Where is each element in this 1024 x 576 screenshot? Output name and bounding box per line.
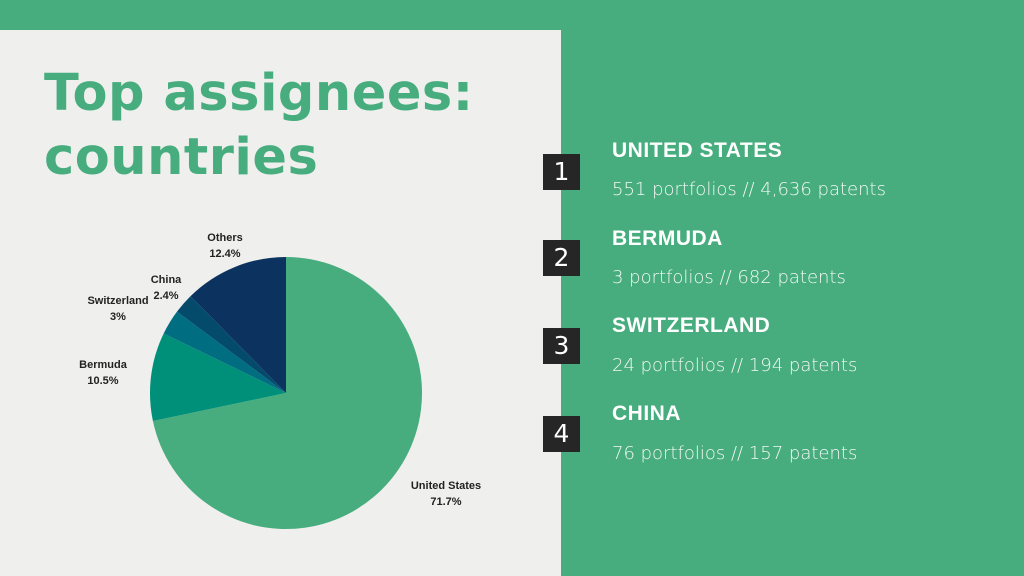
- slice-label-value: 71.7%: [430, 496, 461, 508]
- title-line-2: countries: [44, 128, 319, 187]
- rank-country-1: UNITED STATES: [612, 139, 783, 162]
- rank-country-3: SWITZERLAND: [612, 314, 771, 337]
- title-line-1: Top assignees:: [44, 64, 474, 123]
- slice-label-name: Others: [207, 232, 242, 244]
- slice-label-value: 2.4%: [153, 290, 178, 302]
- rank-country-2: BERMUDA: [612, 227, 723, 250]
- pie-slice-others: [190, 257, 286, 393]
- pie-slice-switzerland: [163, 311, 286, 393]
- rank-number-1: 1: [543, 154, 580, 190]
- slice-label-value: 12.4%: [209, 248, 240, 260]
- slice-label-name: China: [151, 274, 182, 286]
- slice-label-value: 3%: [110, 311, 126, 323]
- rank-detail-4: 76 portfolios // 157 patents: [612, 443, 858, 464]
- rank-number-2: 2: [543, 240, 580, 276]
- page-title: Top assignees: countries: [44, 62, 564, 190]
- slice-label-name: United States: [411, 480, 481, 492]
- rank-number-3: 3: [543, 328, 580, 364]
- rank-detail-2: 3 portfolios // 682 patents: [612, 267, 846, 288]
- rank-detail-3: 24 portfolios // 194 patents: [612, 355, 858, 376]
- pie-slice-china: [176, 296, 286, 393]
- slice-label-name: Switzerland: [87, 295, 148, 307]
- rank-number-4: 4: [543, 416, 580, 452]
- rank-country-4: CHINA: [612, 402, 681, 425]
- slice-label-name: Bermuda: [79, 359, 128, 371]
- slice-label-value: 10.5%: [87, 375, 118, 387]
- pie-slice-united-states: [152, 257, 423, 529]
- pie-slice-bermuda: [150, 333, 286, 421]
- rank-detail-1: 551 portfolios // 4,636 patents: [612, 179, 886, 200]
